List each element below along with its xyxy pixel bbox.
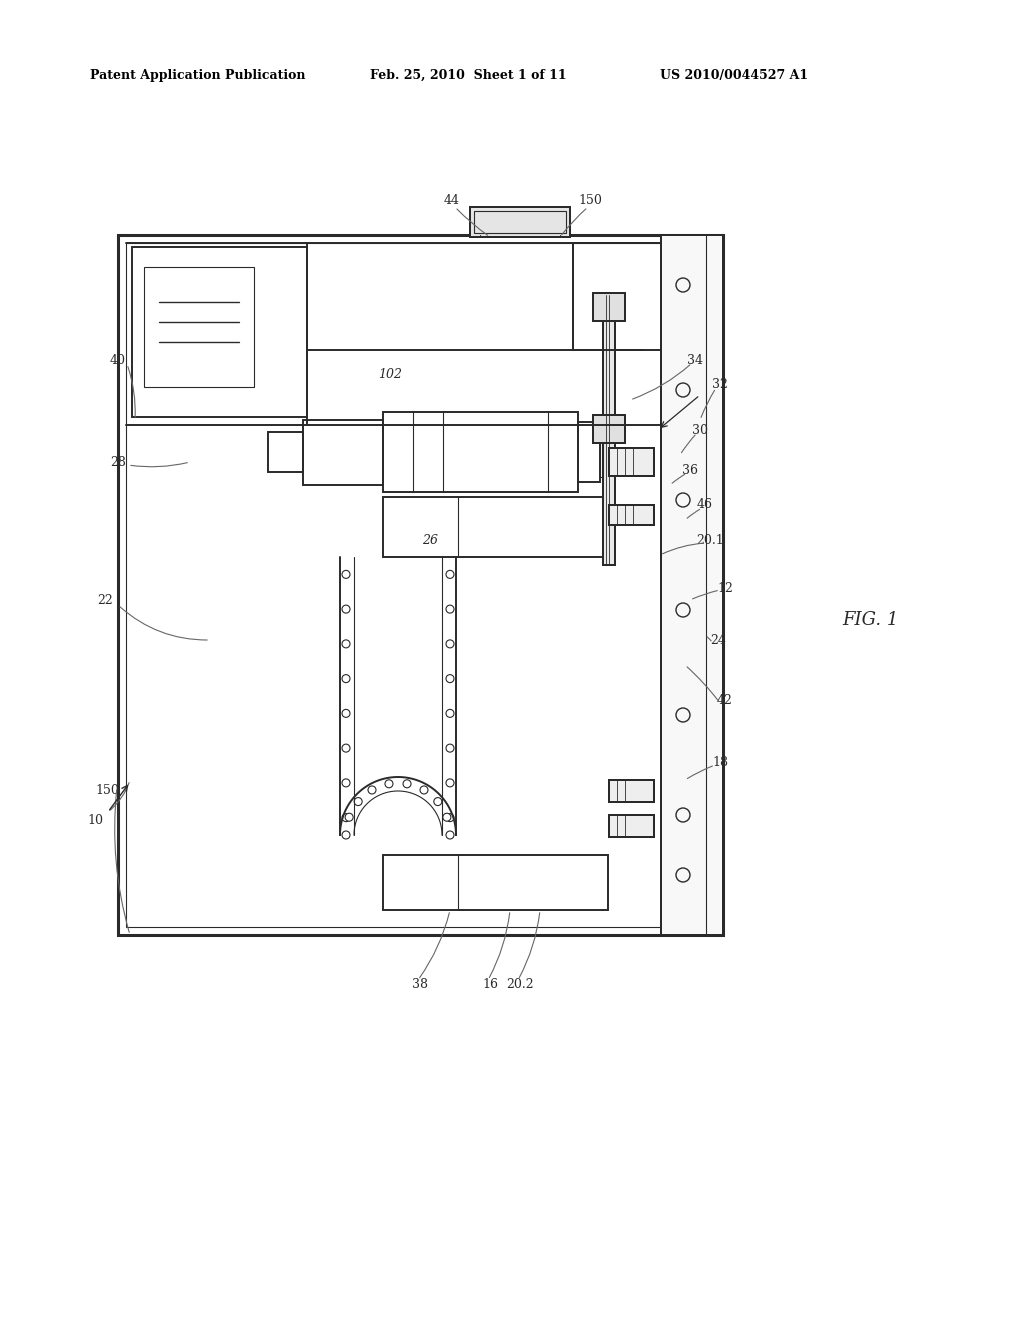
Bar [268, 432, 303, 473]
Text: 150: 150 [579, 194, 602, 206]
Text: 40: 40 [110, 354, 126, 367]
Text: 42: 42 [717, 693, 733, 706]
Bar [603, 294, 615, 565]
Circle shape [446, 744, 454, 752]
Circle shape [403, 780, 411, 788]
Bar [383, 412, 578, 492]
Bar [593, 293, 625, 321]
Circle shape [342, 709, 350, 717]
Text: 28: 28 [110, 455, 126, 469]
Bar [609, 447, 654, 477]
Circle shape [446, 605, 454, 612]
Circle shape [442, 813, 451, 821]
Circle shape [342, 813, 350, 821]
Bar [662, 235, 723, 935]
Bar [132, 247, 307, 417]
Circle shape [342, 570, 350, 578]
Circle shape [385, 780, 393, 788]
Circle shape [446, 570, 454, 578]
Bar [609, 780, 654, 803]
Bar [600, 426, 608, 477]
Circle shape [342, 832, 350, 840]
Bar [609, 780, 654, 803]
Bar [303, 420, 383, 484]
Text: 36: 36 [682, 463, 698, 477]
Bar [578, 422, 600, 482]
Bar [573, 243, 662, 350]
Circle shape [420, 785, 428, 793]
Circle shape [368, 785, 376, 793]
Bar [126, 243, 715, 927]
Bar [470, 207, 570, 238]
Bar [609, 506, 654, 525]
Bar [474, 211, 566, 234]
Bar [609, 814, 654, 837]
Text: 12: 12 [717, 582, 733, 594]
Circle shape [434, 797, 441, 805]
Bar [593, 293, 625, 321]
Bar [609, 447, 654, 477]
Text: FIG. 1: FIG. 1 [842, 611, 898, 630]
Text: 24: 24 [710, 634, 726, 647]
Circle shape [342, 605, 350, 612]
Text: 20.1: 20.1 [696, 533, 724, 546]
Circle shape [446, 640, 454, 648]
Circle shape [446, 675, 454, 682]
Circle shape [345, 813, 353, 821]
Text: 16: 16 [482, 978, 498, 991]
Circle shape [446, 832, 454, 840]
Text: 22: 22 [97, 594, 113, 606]
Text: 32: 32 [712, 379, 728, 392]
Circle shape [446, 709, 454, 717]
Text: Feb. 25, 2010  Sheet 1 of 11: Feb. 25, 2010 Sheet 1 of 11 [370, 69, 566, 82]
Circle shape [342, 640, 350, 648]
Bar [383, 855, 608, 909]
Bar [118, 235, 723, 935]
Bar [593, 414, 625, 444]
Text: 18: 18 [712, 755, 728, 768]
Bar [593, 414, 625, 444]
Text: 102: 102 [378, 368, 402, 381]
Text: 44: 44 [444, 194, 460, 206]
Text: 26: 26 [422, 533, 438, 546]
Bar [603, 294, 615, 565]
Circle shape [354, 797, 362, 805]
Text: Patent Application Publication: Patent Application Publication [90, 69, 305, 82]
Circle shape [446, 779, 454, 787]
Text: 46: 46 [697, 499, 713, 511]
Text: 30: 30 [692, 424, 708, 437]
Text: US 2010/0044527 A1: US 2010/0044527 A1 [660, 69, 808, 82]
Text: 150: 150 [95, 784, 119, 796]
Bar [383, 498, 608, 557]
Bar [470, 207, 570, 238]
Circle shape [342, 675, 350, 682]
Bar [609, 506, 654, 525]
Circle shape [342, 744, 350, 752]
Text: 38: 38 [412, 978, 428, 991]
Bar [662, 235, 723, 935]
Circle shape [446, 813, 454, 821]
Text: 20.2: 20.2 [506, 978, 534, 991]
Text: 10: 10 [87, 813, 103, 826]
Text: 34: 34 [687, 354, 703, 367]
Bar [144, 267, 254, 387]
Bar [609, 814, 654, 837]
Circle shape [342, 779, 350, 787]
